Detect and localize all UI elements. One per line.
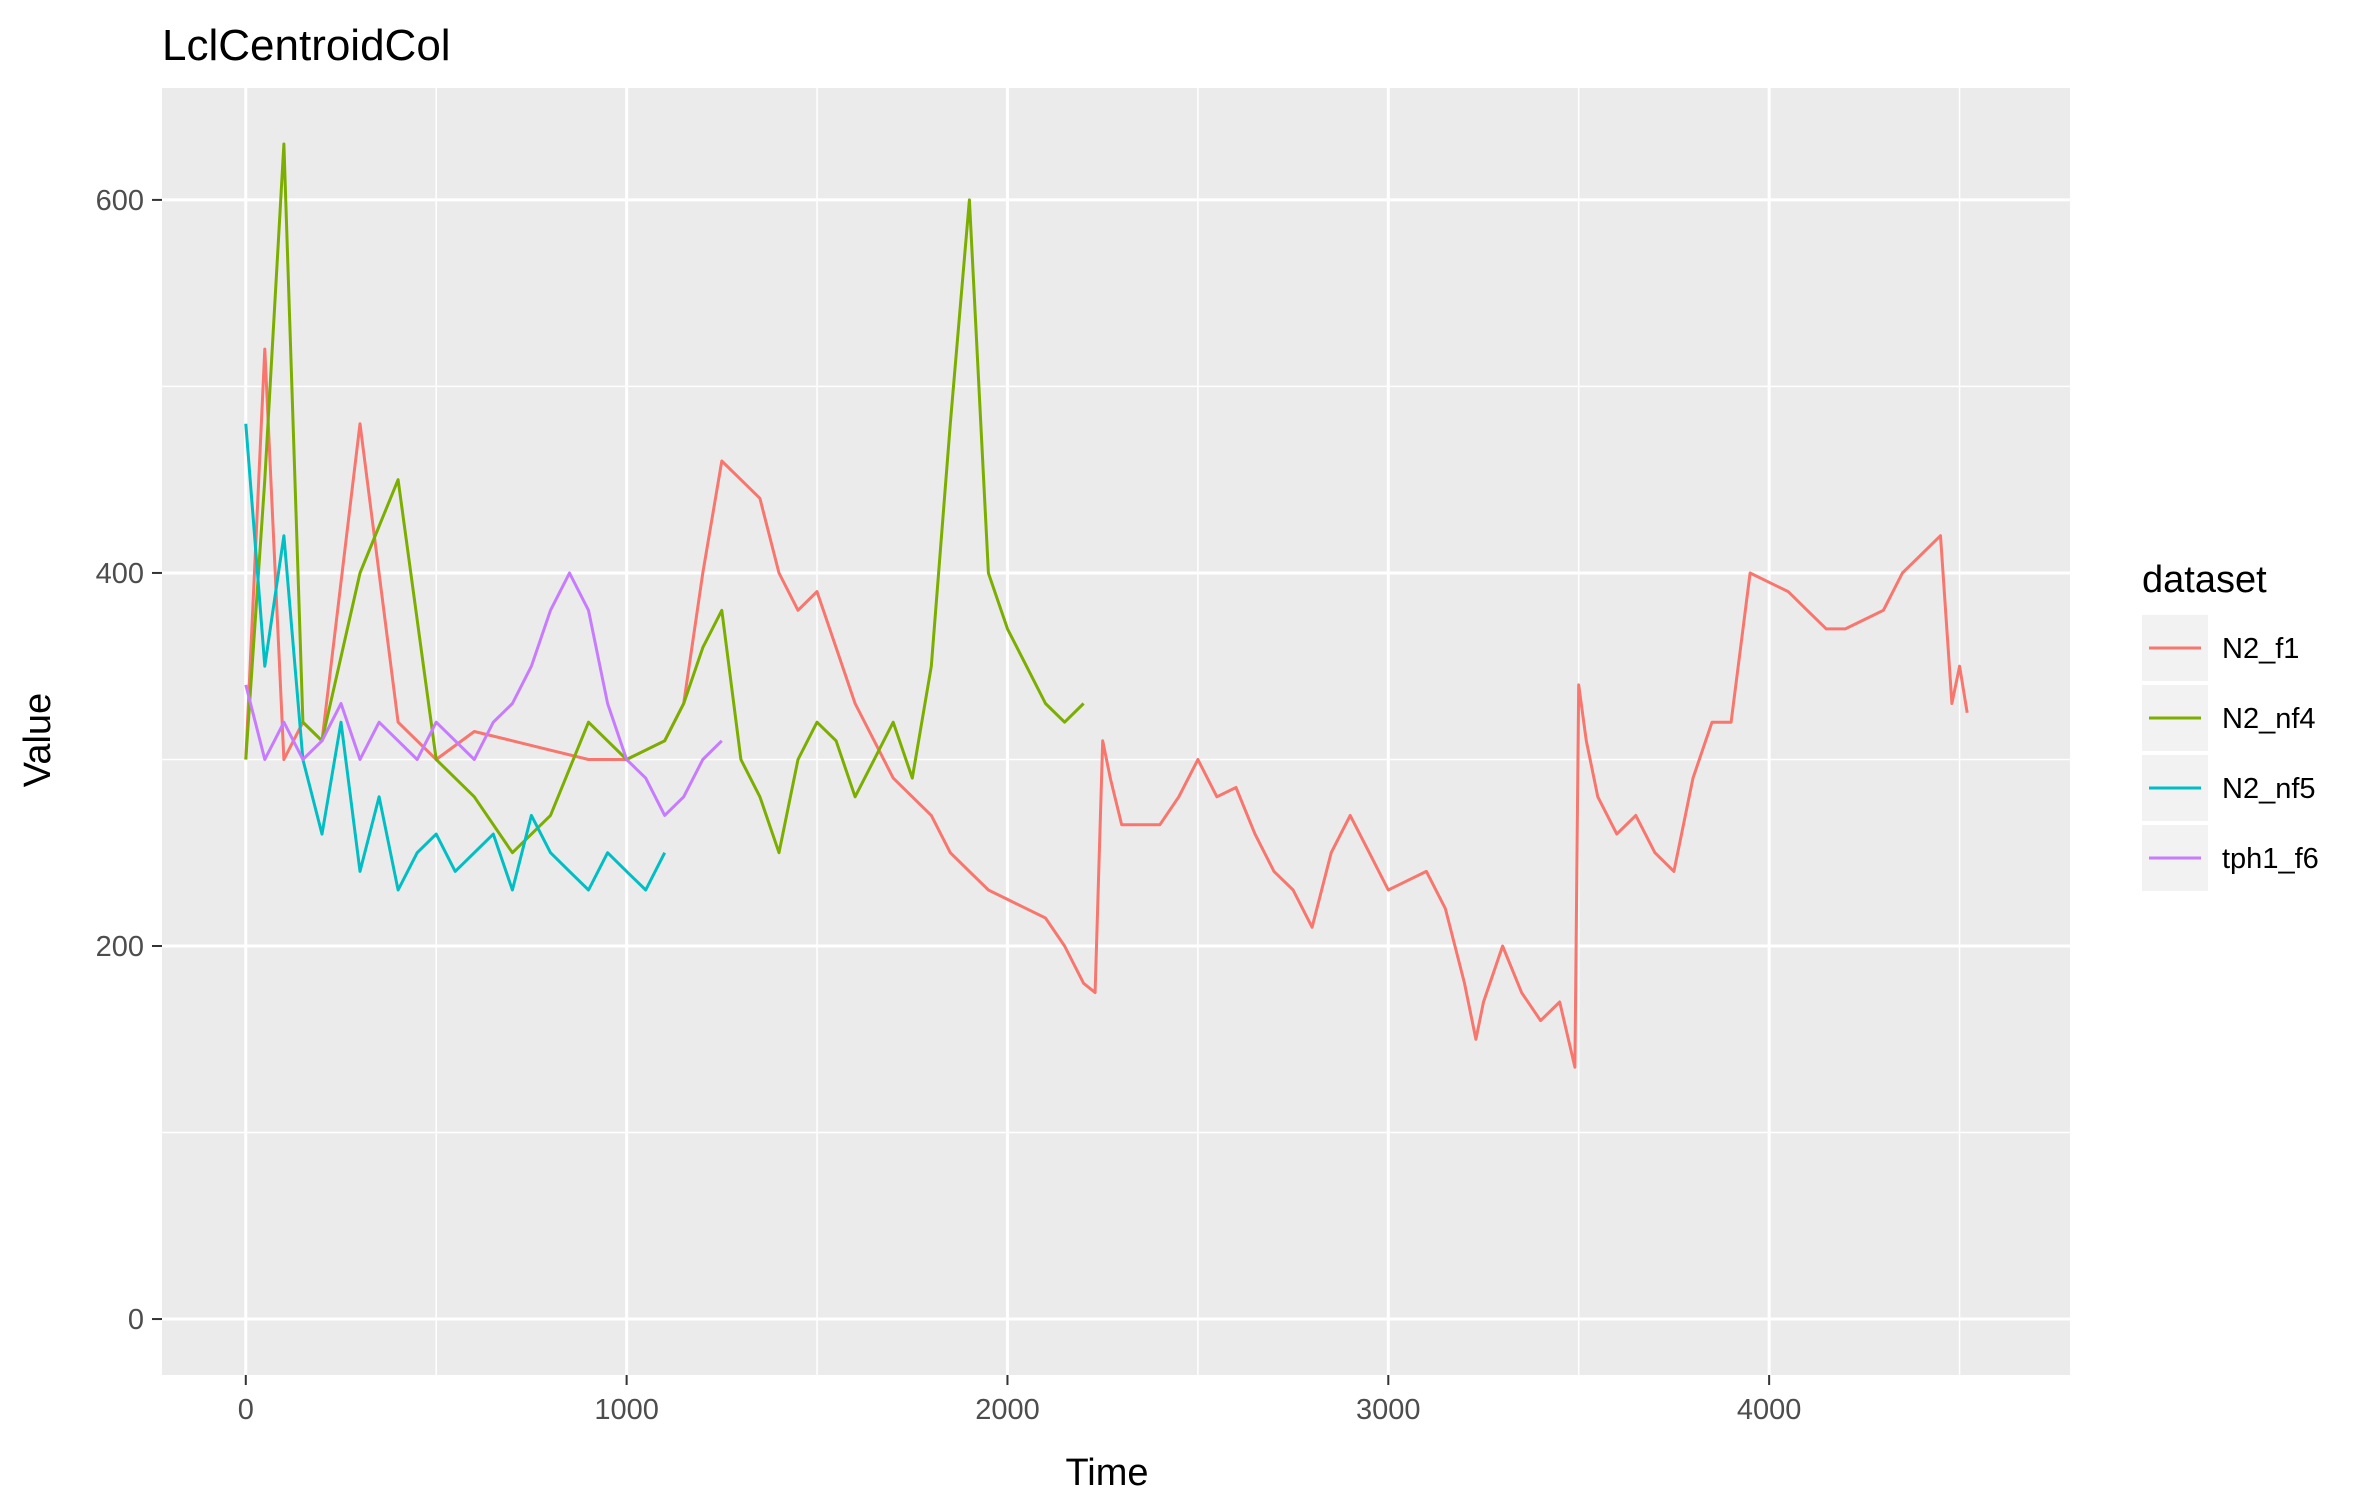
y-axis: 0 200 400 600 xyxy=(96,185,162,1336)
series-layer xyxy=(244,142,1969,1069)
x-tick-label: 1000 xyxy=(594,1394,659,1426)
series-line-N2_nf4 xyxy=(244,142,1085,855)
plot-panel xyxy=(162,88,2070,1375)
y-tick-label: 200 xyxy=(96,931,144,963)
grid-minor xyxy=(162,88,2070,1375)
series-line-N2_f1 xyxy=(244,347,1969,1069)
y-tick-label: 400 xyxy=(96,558,144,590)
x-tick-label: 3000 xyxy=(1356,1394,1421,1426)
grid-major xyxy=(162,88,2070,1375)
legend-title: dataset xyxy=(2142,559,2267,601)
series-line-N2_nf5 xyxy=(244,423,667,892)
x-tick-label: 4000 xyxy=(1737,1394,1802,1426)
legend-label: N2_f1 xyxy=(2222,633,2299,665)
legend-label: N2_nf4 xyxy=(2222,703,2316,735)
legend-label: tph1_f6 xyxy=(2222,843,2319,875)
x-tick-label: 0 xyxy=(238,1394,254,1426)
y-tick-label: 0 xyxy=(128,1304,144,1336)
legend-label: N2_nf5 xyxy=(2222,773,2316,805)
y-tick-label: 600 xyxy=(96,185,144,217)
series-line-tph1_f6 xyxy=(244,571,723,817)
y-axis-title: Value xyxy=(17,693,59,787)
x-axis-title: Time xyxy=(1065,1452,1148,1494)
x-tick-label: 2000 xyxy=(975,1394,1040,1426)
x-axis: 0 1000 2000 3000 4000 xyxy=(238,1375,1802,1426)
legend: dataset N2_f1 N2_nf4 N2_nf5 tph1_f6 xyxy=(2142,559,2319,891)
chart-title: LclCentroidCol xyxy=(162,21,451,70)
